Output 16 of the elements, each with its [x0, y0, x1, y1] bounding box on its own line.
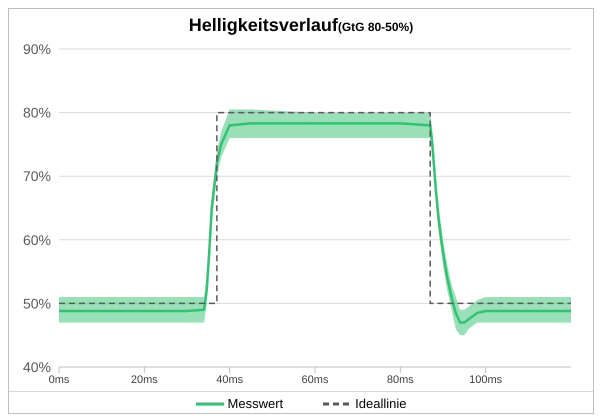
y-tick-label: 70%	[22, 168, 51, 184]
y-tick-label: 40%	[22, 358, 51, 375]
x-tick-label: 0ms	[48, 374, 70, 386]
x-tick-label: 80ms	[386, 374, 414, 386]
x-tick-label: 20ms	[130, 374, 158, 386]
x-tick-label: 40ms	[216, 374, 244, 386]
y-tick-label: 90%	[22, 40, 51, 57]
legend-label: Ideallinie	[355, 396, 406, 411]
y-tick-label: 60%	[22, 232, 51, 248]
y-tick-label: 50%	[22, 295, 51, 312]
chart-title: Helligkeitsverlauf	[188, 15, 338, 35]
chart-subtitle: (GtG 80-50%)	[338, 20, 414, 34]
y-tick-label: 80%	[22, 104, 51, 121]
x-tick-label: 100ms	[469, 374, 503, 386]
legend-label: Messwert	[228, 396, 284, 411]
x-tick-label: 60ms	[302, 374, 329, 386]
